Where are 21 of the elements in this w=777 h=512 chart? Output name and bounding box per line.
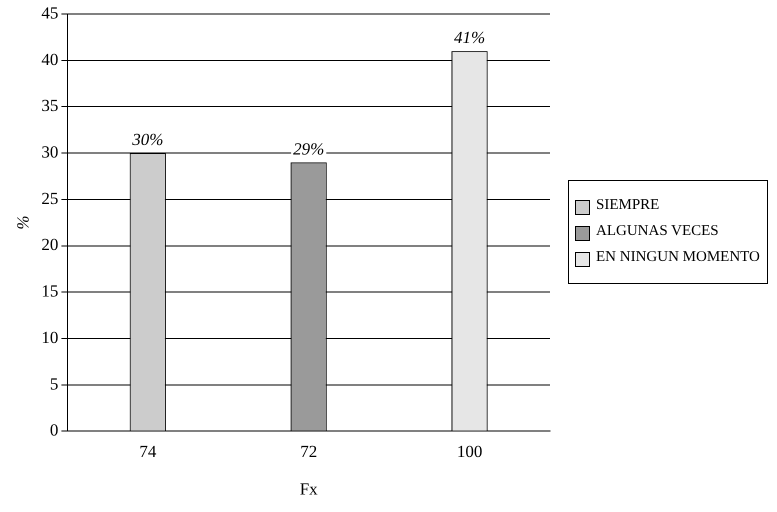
y-tick-label: 30 bbox=[41, 142, 58, 162]
y-tick-label: 45 bbox=[41, 3, 58, 22]
legend-label: EN NINGUN MOMENTO bbox=[596, 249, 760, 266]
y-tick-label: 0 bbox=[50, 420, 58, 440]
y-tick-label: 5 bbox=[50, 374, 58, 394]
legend-label: SIEMPRE bbox=[596, 197, 660, 214]
legend-label: ALGUNAS VECES bbox=[596, 223, 719, 240]
x-tick-label: 74 bbox=[139, 442, 157, 461]
y-tick-label: 10 bbox=[41, 328, 58, 347]
y-tick-label: 25 bbox=[41, 188, 58, 208]
y-tick-label: 20 bbox=[41, 235, 58, 254]
y-tick-label: 35 bbox=[41, 96, 58, 116]
x-axis-title: Fx bbox=[300, 479, 318, 498]
x-tick-label: 72 bbox=[300, 442, 318, 461]
data-label: 41% bbox=[454, 28, 486, 48]
x-tick-label: 100 bbox=[456, 442, 482, 461]
y-tick-label: 40 bbox=[41, 50, 58, 69]
data-label: 30% bbox=[131, 130, 164, 150]
y-tick-label: 15 bbox=[41, 282, 58, 301]
data-label: 29% bbox=[293, 139, 324, 158]
y-axis-title: % bbox=[14, 216, 33, 230]
